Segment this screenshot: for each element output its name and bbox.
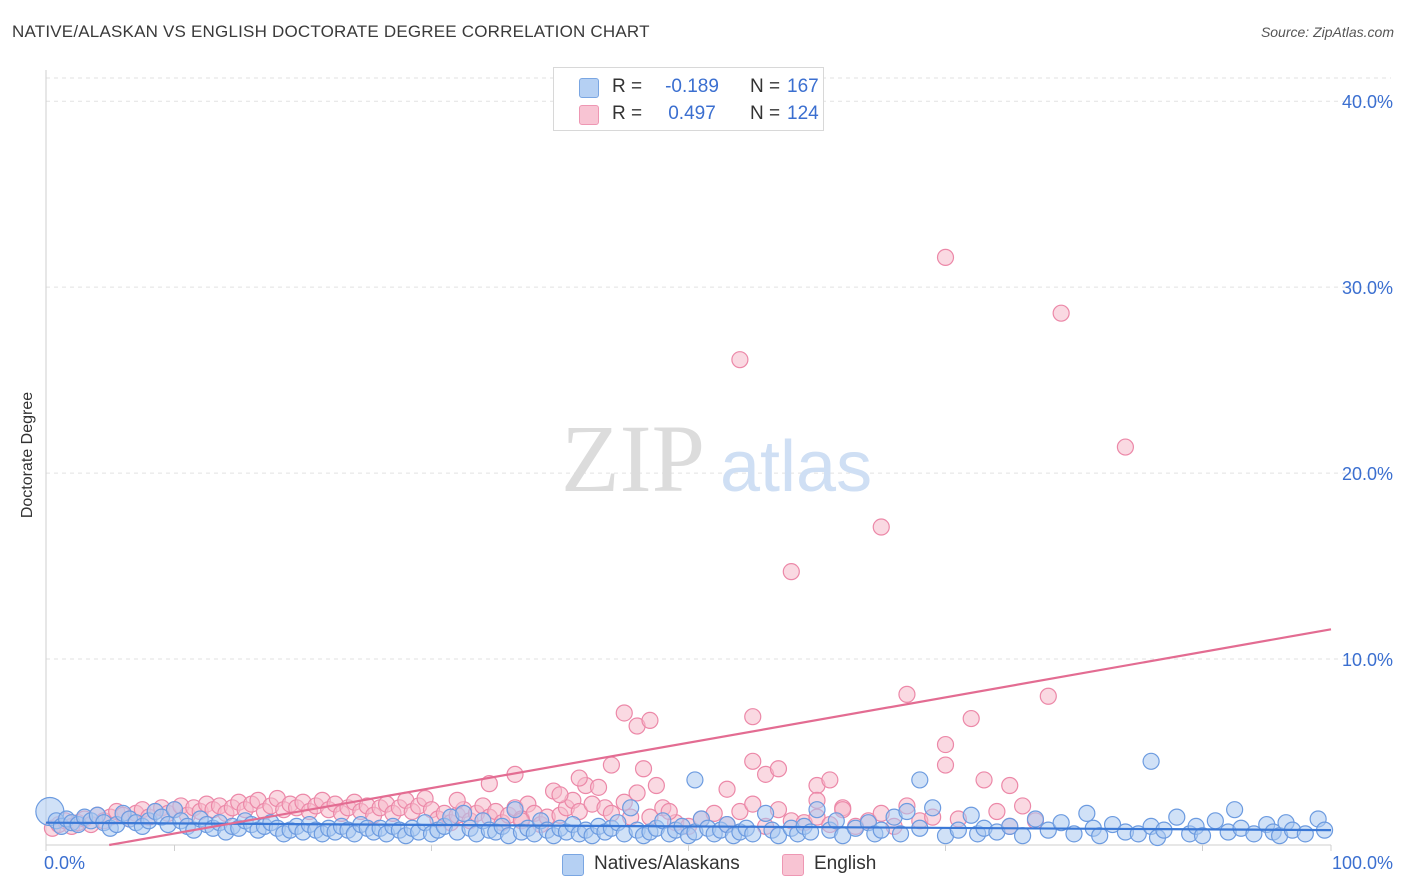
chart-title: NATIVE/ALASKAN VS ENGLISH DOCTORATE DEGR… [12, 22, 650, 41]
english-point [988, 802, 1006, 821]
natives-legend-swatch [562, 854, 584, 876]
natives-point [827, 812, 845, 830]
natives-point [756, 804, 775, 822]
stats-legend: R = -0.189 N = 167 R = 0.497 N = 124 [553, 67, 824, 131]
natives-r-value: -0.189 [665, 76, 719, 97]
axes [45, 70, 1332, 851]
natives-point [1296, 825, 1314, 843]
english-point [731, 351, 749, 369]
english-point [1116, 438, 1135, 456]
english-point [769, 760, 788, 778]
y-tick-label: 40.0% [1342, 92, 1393, 112]
english-point [744, 708, 762, 726]
natives-point [1052, 814, 1070, 832]
natives-point [924, 799, 942, 817]
source-credit: Source: ZipAtlas.com [1260, 24, 1394, 40]
natives-point [744, 825, 762, 843]
grid-lines [46, 77, 1391, 660]
english-point [962, 709, 980, 728]
natives-r-label: R = [612, 76, 643, 97]
natives-point [1193, 827, 1212, 845]
natives-point [1078, 804, 1096, 822]
english-point [936, 248, 955, 266]
natives-trend-line [45, 821, 1332, 832]
natives-point [911, 771, 929, 789]
natives-point [686, 771, 704, 789]
english-point [589, 778, 608, 796]
english-point [872, 518, 890, 536]
natives-point [1026, 810, 1045, 828]
english-r-value: 0.497 [668, 103, 716, 124]
natives-point [1226, 801, 1244, 819]
english-points [43, 248, 1135, 837]
english-point [551, 786, 569, 804]
watermark-atlas: atlas [720, 427, 872, 507]
english-point [731, 802, 749, 821]
natives-point [808, 801, 826, 819]
x-tick-label-max: 100.0% [1332, 853, 1393, 873]
y-tick-label: 10.0% [1342, 650, 1393, 670]
natives-legend-label: Natives/Alaskans [594, 853, 740, 874]
english-point [821, 771, 839, 789]
watermark-zip: ZIP [561, 405, 705, 512]
english-point [1013, 797, 1032, 815]
english-r-label: R = [612, 103, 643, 124]
english-trend-line [109, 628, 1332, 847]
natives-point [1206, 812, 1224, 830]
english-point [744, 752, 762, 770]
natives-point [506, 801, 524, 819]
natives-point [1001, 817, 1019, 836]
natives-point [1013, 827, 1032, 845]
natives-n-value: 167 [787, 76, 819, 97]
natives-n-label: N = [750, 76, 781, 97]
english-point [1052, 304, 1070, 322]
english-point [628, 784, 646, 802]
watermark: ZIP atlas [561, 405, 872, 512]
english-point [641, 711, 659, 730]
english-point [570, 769, 588, 787]
natives-point [891, 825, 910, 843]
english-point [936, 735, 955, 754]
english-point [647, 776, 665, 795]
natives-point [455, 804, 473, 822]
natives-point [949, 821, 967, 839]
english-point [1039, 687, 1057, 705]
natives-point [1168, 808, 1186, 826]
natives-point [1091, 827, 1109, 845]
english-n-value: 124 [787, 103, 819, 124]
english-point [975, 771, 993, 789]
trend-lines [45, 628, 1332, 847]
natives-point [1142, 752, 1160, 770]
y-axis-label: Doctorate Degree [19, 391, 36, 519]
natives-swatch [579, 78, 599, 98]
natives-point [622, 799, 640, 817]
x-tick-label-min: 0.0% [44, 853, 85, 873]
english-swatch [579, 105, 599, 125]
natives-point [872, 821, 890, 839]
english-point [615, 704, 633, 722]
natives-point [1065, 825, 1083, 843]
natives-point [1039, 821, 1057, 839]
natives-point [962, 806, 980, 824]
english-n-label: N = [750, 103, 781, 124]
english-point [602, 756, 621, 774]
tick-labels: 10.0% 20.0% 30.0% 40.0% 0.0% 100.0% [44, 92, 1393, 873]
english-legend-swatch [782, 854, 804, 876]
natives-point [898, 802, 916, 821]
y-tick-label: 30.0% [1342, 278, 1393, 298]
english-legend-label: English [814, 853, 877, 874]
english-point [634, 760, 653, 778]
english-point [782, 563, 800, 581]
english-point [718, 780, 736, 798]
english-point [936, 756, 955, 774]
y-tick-label: 20.0% [1342, 464, 1393, 484]
english-point [1001, 776, 1019, 795]
english-point [898, 685, 916, 703]
english-point [744, 795, 762, 813]
